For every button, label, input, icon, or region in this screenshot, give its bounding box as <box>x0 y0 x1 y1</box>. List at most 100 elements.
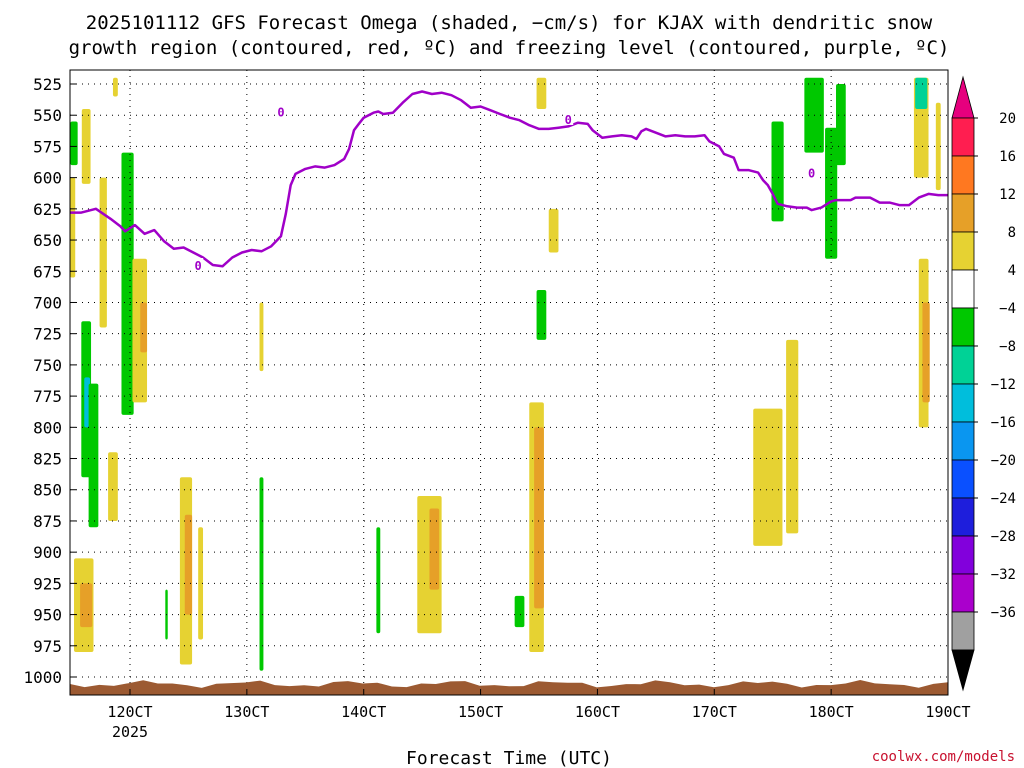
colorbar-tick-label: −20 <box>991 453 1016 469</box>
freezing-level-contour: 0 0 0 0 <box>70 90 948 273</box>
omega-shade-16 <box>198 527 204 640</box>
y-tick-label: 850 <box>33 481 62 500</box>
omega-shade-0 <box>70 177 76 278</box>
freezing-level-label: 0 <box>277 105 284 119</box>
colorbar-segment <box>951 611 975 651</box>
colorbar-segment <box>951 497 975 537</box>
x-tick-label: 190CT <box>925 703 970 721</box>
plot-area <box>70 77 941 671</box>
freezing-level-line <box>70 90 948 268</box>
omega-shade-28 <box>548 208 559 253</box>
colorbar-tick-label: 16 <box>999 149 1016 165</box>
y-tick-label: 900 <box>33 543 62 562</box>
colorbar-tick-label: 8 <box>1008 225 1016 241</box>
y-tick-label: 975 <box>33 637 62 656</box>
y-tick-label: 950 <box>33 606 62 625</box>
y-tick-label: 925 <box>33 574 62 593</box>
x-tick-label: 130CT <box>224 703 269 721</box>
x-tick-label: 170CT <box>692 703 737 721</box>
x-tick-label: 180CT <box>809 703 854 721</box>
omega-shade-5 <box>88 383 99 528</box>
freezing-label-bg <box>275 104 286 118</box>
colorbar-tick-label: −8 <box>999 339 1016 355</box>
omega-shade-30 <box>753 408 783 546</box>
omega-shade-38 <box>922 302 930 403</box>
y-tick-label: 575 <box>33 137 62 156</box>
colorbar-tick-label: −4 <box>999 301 1016 317</box>
y-axis-ticks: 525 550 575 600 625 650 675 700 725 750 775 800 825 8… <box>23 75 76 687</box>
omega-shade-27 <box>536 77 547 109</box>
freezing-level-label: 0 <box>195 259 202 273</box>
omega-shade-23 <box>514 595 525 628</box>
omega-shade-26 <box>536 289 547 340</box>
credit-text: coolwx.com/models <box>872 749 1015 765</box>
omega-shade-39 <box>935 102 941 191</box>
colorbar-segment <box>951 231 975 271</box>
omega-shade-11 <box>132 258 148 403</box>
colorbar-tick-label: −24 <box>991 491 1016 507</box>
colorbar-tick-label: −32 <box>991 567 1016 583</box>
y-tick-label: 775 <box>33 387 62 406</box>
y-tick-label: 675 <box>33 262 62 281</box>
freezing-level-label: 0 <box>808 167 815 181</box>
y-tick-label: 825 <box>33 450 62 469</box>
omega-shade-36 <box>915 77 928 109</box>
grid-lines <box>70 70 949 695</box>
freezing-level-label: 0 <box>565 113 572 127</box>
colorbar-tick-label: −12 <box>991 377 1016 393</box>
omega-shade-34 <box>836 84 846 166</box>
colorbar-segment <box>951 535 975 575</box>
y-tick-label: 650 <box>33 231 62 250</box>
omega-shade-20 <box>376 527 381 634</box>
colorbar-segment <box>951 421 975 461</box>
omega-shade-25 <box>534 427 544 609</box>
y-tick-label: 1000 <box>23 668 62 687</box>
omega-shade-9 <box>108 452 118 521</box>
freezing-label-bg <box>193 258 204 272</box>
omega-shade-19 <box>259 302 264 372</box>
colorbar-top-arrow <box>951 75 975 119</box>
colorbar-segment <box>951 193 975 233</box>
chart-title-line1: 2025101112 GFS Forecast Omega (shaded, −… <box>86 12 933 34</box>
colorbar-segment <box>951 383 975 423</box>
terrain-band <box>70 680 948 695</box>
y-tick-label: 525 <box>33 75 62 94</box>
colorbar-segment <box>951 269 975 309</box>
colorbar-segment <box>951 307 975 347</box>
omega-shade-33 <box>825 127 838 259</box>
plot-frame <box>69 69 949 696</box>
x-axis-title: Forecast Time (UTC) <box>406 748 612 768</box>
y-tick-label: 625 <box>33 200 62 219</box>
colorbar-bottom-arrow <box>951 649 975 692</box>
omega-shade-31 <box>786 339 799 534</box>
freezing-label-bg <box>806 165 817 179</box>
y-tick-label: 875 <box>33 512 62 531</box>
colorbar-segment <box>951 117 975 157</box>
x-tick-label: 140CT <box>341 703 386 721</box>
omega-shade-2 <box>81 108 91 184</box>
freezing-label-bg <box>563 111 574 125</box>
omega-shade-29 <box>771 121 784 222</box>
omega-shade-12 <box>140 302 148 353</box>
y-tick-label: 725 <box>33 325 62 344</box>
omega-shade-4 <box>84 377 91 428</box>
colorbar-tick-label: −36 <box>991 605 1016 621</box>
omega-shade-18 <box>259 477 264 671</box>
colorbar-segment <box>951 155 975 195</box>
colorbar-segment <box>951 345 975 385</box>
colorbar-tick-label: −16 <box>991 415 1016 431</box>
omega-shade-1 <box>70 121 78 166</box>
x-tick-label: 150CT <box>458 703 503 721</box>
x-year-label: 2025 <box>112 723 148 741</box>
y-tick-label: 700 <box>33 293 62 312</box>
omega-shade-6 <box>99 177 107 328</box>
x-tick-label: 160CT <box>575 703 620 721</box>
y-tick-label: 750 <box>33 356 62 375</box>
x-tick-label: 120CT <box>107 703 152 721</box>
y-tick-label: 600 <box>33 169 62 188</box>
colorbar-tick-label: 12 <box>999 187 1016 203</box>
colorbar-tick-label: 4 <box>1008 263 1016 279</box>
omega-shade-8 <box>80 583 93 628</box>
chart-title-line2: growth region (contoured, red, ºC) and f… <box>69 37 950 59</box>
